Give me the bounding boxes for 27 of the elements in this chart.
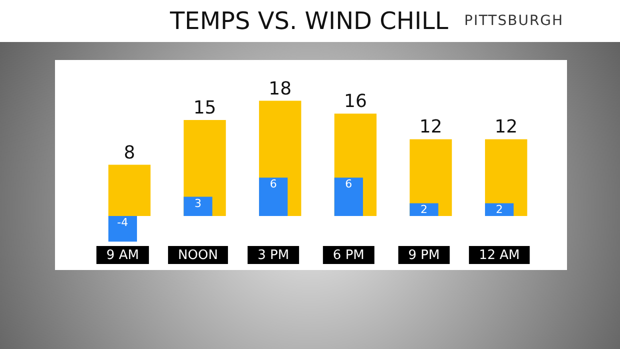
data-label: -4: [117, 216, 128, 229]
x-tick-label: 3 PM: [258, 248, 290, 263]
bar: [334, 178, 363, 216]
data-label: 6: [345, 178, 352, 191]
chart-subtitle: PITTSBURGH: [464, 13, 564, 29]
x-tick-label: 9 AM: [106, 248, 139, 263]
bar: [259, 178, 288, 216]
data-label: 8: [124, 142, 136, 164]
data-label: 15: [193, 98, 216, 118]
data-label: 3: [194, 196, 202, 210]
data-label: 2: [420, 203, 428, 216]
x-tick-label: 9 PM: [408, 248, 440, 263]
bar: [485, 203, 514, 216]
data-label: 18: [268, 78, 292, 100]
x-tick-label: NOON: [178, 248, 218, 263]
bar: [108, 216, 137, 242]
x-tick-label: 12 AM: [478, 248, 520, 263]
data-label: 6: [270, 178, 277, 191]
bar: [108, 164, 151, 216]
data-label: 12: [494, 116, 518, 138]
x-tick-label: 6 PM: [332, 248, 364, 263]
data-label: 16: [344, 91, 367, 112]
data-label: 12: [419, 116, 442, 138]
bar: [184, 196, 212, 216]
chart-title: TEMPS VS. WIND CHILL: [170, 7, 448, 35]
bar: [410, 203, 438, 216]
data-label: 2: [496, 203, 503, 216]
